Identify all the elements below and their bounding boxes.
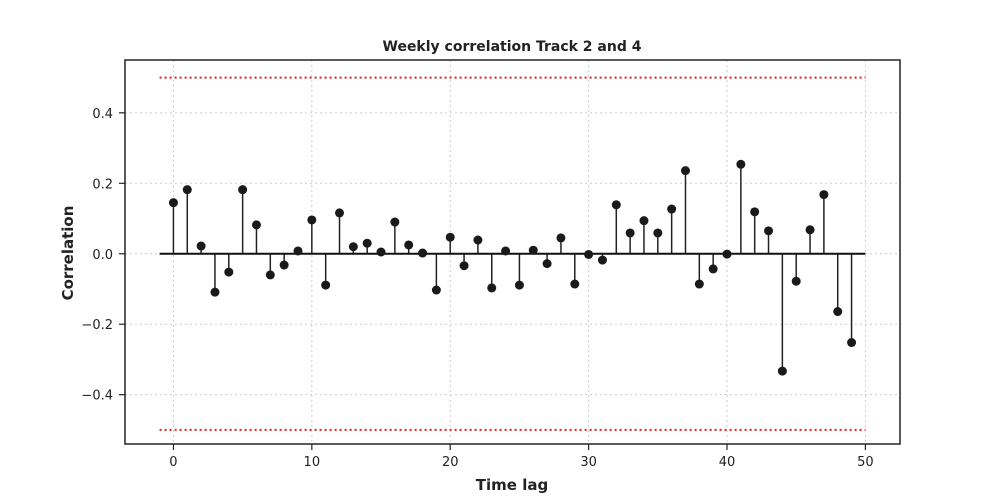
stem-marker-lag-4 xyxy=(224,267,234,277)
stem-marker-lag-10 xyxy=(307,215,317,225)
x-tick-label: 30 xyxy=(580,455,597,470)
stem-marker-lag-39 xyxy=(708,264,718,274)
stem-marker-lag-34 xyxy=(639,216,649,226)
stem-marker-lag-20 xyxy=(445,232,455,242)
x-tick-label: 20 xyxy=(442,455,459,470)
x-tick-label: 40 xyxy=(719,455,736,470)
stem-marker-lag-44 xyxy=(777,366,787,376)
stem-marker-lag-43 xyxy=(764,226,774,236)
x-axis-label: Time lag xyxy=(476,476,548,494)
stem-marker-lag-16 xyxy=(390,217,400,227)
stem-marker-lag-41 xyxy=(736,159,746,169)
stem-marker-lag-17 xyxy=(404,240,414,250)
x-axis-ticks: 0 10 20 30 40 50 xyxy=(169,444,874,470)
stem-marker-lag-27 xyxy=(542,259,552,269)
stem-marker-lag-8 xyxy=(279,260,289,270)
stem-marker-lag-46 xyxy=(805,225,815,235)
stem-marker-lag-18 xyxy=(418,248,428,258)
stem-marker-lag-33 xyxy=(625,228,635,238)
stems xyxy=(172,164,853,372)
stem-marker-lag-30 xyxy=(584,249,594,259)
stem-marker-lag-37 xyxy=(680,166,690,176)
y-tick-label: 0.2 xyxy=(92,177,113,192)
stem-marker-lag-2 xyxy=(196,241,206,251)
y-tick-label: 0.0 xyxy=(92,248,113,263)
x-tick-label: 50 xyxy=(857,455,874,470)
stem-marker-lag-38 xyxy=(694,279,704,289)
stem-marker-lag-31 xyxy=(597,255,607,265)
stem-marker-lag-3 xyxy=(210,287,220,297)
stem-marker-lag-6 xyxy=(251,220,261,230)
stem-marker-lag-42 xyxy=(750,207,760,217)
stem-marker-lag-35 xyxy=(653,228,663,238)
stem-marker-lag-25 xyxy=(514,280,524,290)
stem-marker-lag-5 xyxy=(238,185,248,195)
markers xyxy=(168,159,857,376)
stem-marker-lag-29 xyxy=(570,279,580,289)
stem-marker-lag-11 xyxy=(321,280,331,290)
stem-marker-lag-49 xyxy=(847,338,857,348)
stem-marker-lag-48 xyxy=(833,307,843,317)
stem-marker-lag-40 xyxy=(722,249,732,259)
y-tick-label: 0.4 xyxy=(92,107,113,122)
plot-frame xyxy=(124,59,901,445)
stem-marker-lag-15 xyxy=(376,247,386,257)
stem-marker-lag-22 xyxy=(473,235,483,245)
chart-title: Weekly correlation Track 2 and 4 xyxy=(383,39,642,55)
stem-marker-lag-21 xyxy=(459,261,469,271)
stem-marker-lag-47 xyxy=(819,190,829,200)
y-tick-label: −0.2 xyxy=(81,318,113,333)
y-axis-ticks: −0.4 −0.2 0.0 0.2 0.4 xyxy=(81,107,125,404)
stem-marker-lag-7 xyxy=(265,270,275,280)
y-tick-label: −0.4 xyxy=(81,389,113,404)
stem-marker-lag-28 xyxy=(556,233,566,243)
x-tick-label: 10 xyxy=(304,455,321,470)
stem-marker-lag-12 xyxy=(335,208,345,218)
stem-marker-lag-13 xyxy=(348,242,358,252)
stem-marker-lag-9 xyxy=(293,246,303,256)
stem-marker-lag-23 xyxy=(487,283,497,293)
stem-marker-lag-1 xyxy=(182,185,192,195)
y-axis-label: Correlation xyxy=(59,206,77,301)
stem-marker-lag-24 xyxy=(501,246,511,256)
x-tick-label: 0 xyxy=(169,455,177,470)
stem-marker-lag-26 xyxy=(528,245,538,255)
stem-marker-lag-45 xyxy=(791,276,801,286)
stem-marker-lag-14 xyxy=(362,238,372,248)
stem-marker-lag-0 xyxy=(168,198,178,208)
stem-marker-lag-32 xyxy=(611,200,621,210)
stem-marker-lag-19 xyxy=(431,285,441,295)
grid xyxy=(125,60,900,444)
stem-marker-lag-36 xyxy=(667,204,677,214)
